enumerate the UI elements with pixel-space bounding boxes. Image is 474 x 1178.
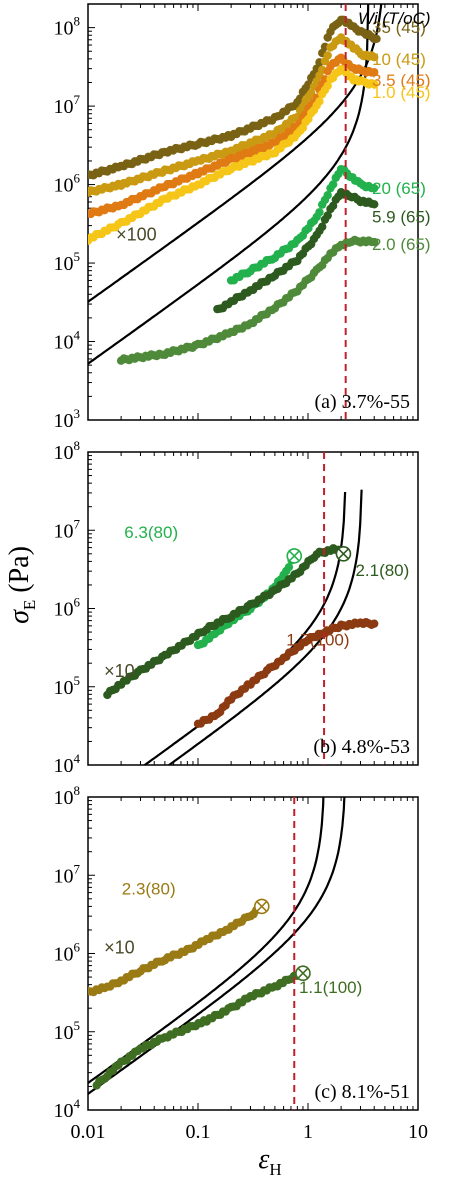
scale-factor-annotation: ×10 [104,937,135,957]
series-label: 1.7(100) [286,631,349,650]
x-tick-label: 10 [408,1121,428,1143]
model-curve-2 [167,489,363,765]
rupture-marker [295,965,311,982]
series-label: 2.0 (65) [372,235,431,254]
y-tick-label: 104 [54,751,81,777]
series-label: 6.3(80) [124,523,178,542]
series-3 [193,617,379,729]
series-1 [88,15,381,180]
series-label: 1.1(100) [299,978,362,997]
series-label: 35 (45) [372,18,426,37]
series-1 [193,551,299,650]
series-label: 1.0 (45) [372,83,431,102]
series-6 [213,187,379,314]
panel-label: (b) 4.8%-53 [313,736,410,758]
panel-1: 103 104 105 106 107 108 35 (45) 10 (45) 3.5 (45)… [54,3,431,432]
y-tick-label: 106 [54,595,81,621]
panels: 103 104 105 106 107 108 35 (45) 10 (45) 3.5 (45)… [54,3,431,1143]
panel-label: (c) 8.1%-51 [314,1081,410,1103]
y-tick-label: 108 [54,783,81,809]
y-tick-label: 107 [54,861,81,887]
data-point [306,89,316,98]
data-point [370,200,379,209]
data-point [318,222,327,231]
data-point [370,68,379,77]
data-point [370,237,379,247]
data-point [323,191,332,200]
y-tick-label: 104 [54,1096,81,1122]
model-curve-2 [88,4,370,365]
series-4 [88,65,379,245]
panel-label: (a) 3.7%-55 [314,391,410,413]
rupture-marker [253,898,270,915]
data-point [370,52,379,62]
series-2 [103,544,348,700]
model-curve-1 [88,797,325,1084]
y-tick-label: 105 [54,673,81,699]
rupture-marker [286,548,303,564]
data-point [370,619,379,628]
data-point [323,81,332,91]
data-point [323,51,332,60]
series-label: 10 (45) [372,50,426,69]
legend-header: Wi (T/oC) [358,9,431,28]
series-2 [92,969,308,1090]
scale-factor-annotation: ×10 [104,661,135,681]
x-tick-label: 1 [303,1121,313,1143]
series-7 [116,235,379,365]
y-tick-label: 104 [54,328,81,354]
y-tick-label: 106 [54,171,81,197]
y-axis-label: σE (Pa) [4,546,39,624]
y-tick-label: 107 [54,516,81,542]
x-tick-label: 0.1 [186,1121,211,1143]
series-label: 2.3(80) [122,879,176,898]
model-curve-1 [88,4,383,303]
panel-3: 104 105 106 107 108 2.3(80) 1.1(100) ×10 (c) 8.1… [54,783,429,1143]
scale-factor-annotation: ×100 [116,225,157,245]
series-2 [88,33,379,197]
data-point [315,97,324,106]
series-label: 3.5 (45) [372,71,431,90]
data-point [370,80,379,89]
rupture-marker [335,546,352,562]
data-point [372,34,381,44]
y-tick-label: 108 [54,438,81,464]
svg-text:σE (Pa): σE (Pa) [4,546,39,624]
plot-frame [87,796,419,1111]
y-tick-label: 103 [54,406,81,432]
svg-text:εH: εH [258,1144,281,1178]
data-point [323,211,332,220]
series-label: 20 (65) [372,179,426,198]
y-tick-label: 108 [54,14,81,40]
series-1 [88,902,266,997]
svg-text:Wi (T/oC): Wi (T/oC) [358,9,431,28]
x-axis-label: εH [258,1144,281,1178]
data-point [370,183,379,193]
model-curve-2 [88,797,346,1095]
series-label: 5.9 (65) [372,207,431,226]
data-point [284,562,294,572]
y-tick-label: 107 [54,92,81,118]
data-point [328,180,338,189]
y-tick-label: 106 [54,940,81,966]
panel-2: 104 105 106 107 108 6.3(80) 2.1(80) 1.7(100) ×10… [54,438,419,777]
x-tick-label: 0.01 [71,1121,106,1143]
y-tick-label: 105 [54,1018,81,1044]
series-label: 2.1(80) [355,561,409,580]
data-point [315,208,324,217]
y-tick-label: 105 [54,249,81,275]
series-5 [226,164,379,285]
